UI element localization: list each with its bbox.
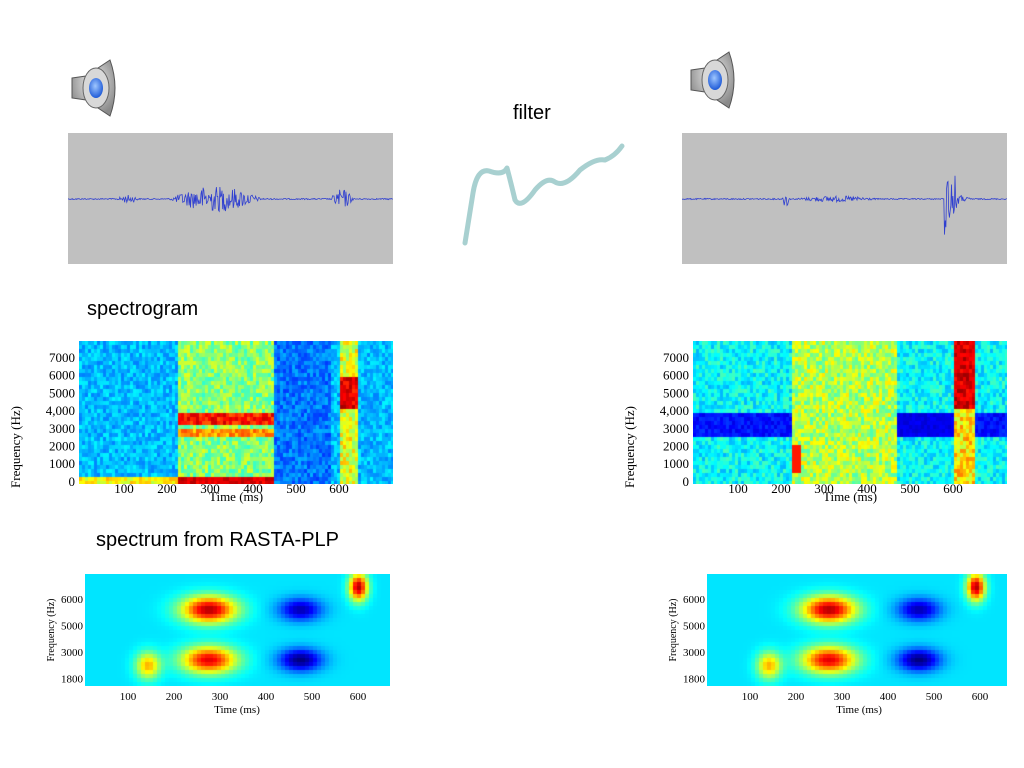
x-tick-label: 400 xyxy=(258,691,275,703)
y-tick-label: 6000 xyxy=(49,368,75,383)
rasta-spectrum-filtered: Frequency (Hz) 6000 5000 3000 1800 100 200 30… xyxy=(662,570,1022,720)
rasta-spectrum-original: Frequency (Hz) 6000 5000 3000 1800 100 200 30… xyxy=(40,570,400,720)
x-tick-label: 600 xyxy=(329,481,349,496)
y-tick-label: 2000 xyxy=(663,439,689,454)
x-tick-label: 100 xyxy=(114,481,134,496)
y-tick-label: 1800 xyxy=(683,674,706,686)
x-axis-label: Time (ms) xyxy=(214,704,260,716)
speaker-icon[interactable] xyxy=(683,50,739,112)
y-axis-label: Frequency (Hz) xyxy=(8,406,23,488)
x-tick-label: 300 xyxy=(834,691,851,703)
y-tick-label: 6000 xyxy=(683,594,706,606)
x-tick-label: 100 xyxy=(728,481,748,496)
y-tick-label: 0 xyxy=(683,474,690,489)
x-tick-label: 200 xyxy=(788,691,805,703)
x-tick-label: 200 xyxy=(771,481,791,496)
waveform-original xyxy=(68,133,393,264)
speaker-icon[interactable] xyxy=(66,58,122,120)
x-tick-label: 300 xyxy=(212,691,229,703)
y-tick-label: 7000 xyxy=(663,350,689,365)
x-axis-label: Time (ms) xyxy=(209,489,263,504)
x-tick-label: 100 xyxy=(120,691,137,703)
y-tick-label: 3000 xyxy=(663,421,689,436)
spectrogram-original: Frequency (Hz) 7000 6000 5000 4,000 3000 2000… xyxy=(0,335,400,505)
y-tick-label: 5000 xyxy=(49,385,75,400)
y-tick-label: 0 xyxy=(69,474,76,489)
x-tick-label: 400 xyxy=(243,481,263,496)
x-tick-label: 500 xyxy=(304,691,321,703)
x-tick-label: 600 xyxy=(350,691,367,703)
y-tick-label: 1000 xyxy=(49,456,75,471)
x-tick-label: 300 xyxy=(200,481,220,496)
y-tick-label: 6000 xyxy=(663,368,689,383)
y-tick-label: 1800 xyxy=(61,674,84,686)
spectrogram-filtered: Frequency (Hz) 7000 6000 5000 4,000 3000 2000… xyxy=(614,335,1014,505)
x-tick-label: 200 xyxy=(157,481,177,496)
spectrogram-label: spectrogram xyxy=(87,298,199,320)
y-tick-label: 3000 xyxy=(49,421,75,436)
y-tick-label: 1000 xyxy=(663,456,689,471)
rasta-label: spectrum from RASTA-PLP xyxy=(96,529,340,551)
waveform-filtered xyxy=(682,133,1007,264)
x-tick-label: 100 xyxy=(742,691,759,703)
y-tick-label: 3000 xyxy=(683,647,706,659)
x-tick-label: 200 xyxy=(166,691,183,703)
x-tick-label: 400 xyxy=(857,481,877,496)
y-axis-label: Frequency (Hz) xyxy=(46,598,57,661)
x-axis-label: Time (ms) xyxy=(823,489,877,504)
y-tick-label: 6000 xyxy=(61,594,84,606)
y-tick-label: 5000 xyxy=(61,621,84,633)
y-tick-label: 5000 xyxy=(663,385,689,400)
x-tick-label: 600 xyxy=(943,481,963,496)
y-tick-label: 5000 xyxy=(683,621,706,633)
x-tick-label: 400 xyxy=(880,691,897,703)
x-tick-label: 300 xyxy=(814,481,834,496)
x-tick-label: 500 xyxy=(926,691,943,703)
y-tick-label: 4,000 xyxy=(660,403,689,418)
filter-curve xyxy=(462,143,625,246)
y-axis-label: Frequency (Hz) xyxy=(668,598,679,661)
x-tick-label: 500 xyxy=(900,481,920,496)
y-tick-label: 4,000 xyxy=(46,403,75,418)
filter-label: filter xyxy=(513,102,551,124)
y-tick-label: 2000 xyxy=(49,439,75,454)
y-tick-label: 3000 xyxy=(61,647,84,659)
y-axis-label: Frequency (Hz) xyxy=(622,406,637,488)
x-tick-label: 500 xyxy=(286,481,306,496)
x-axis-label: Time (ms) xyxy=(836,704,882,716)
y-tick-label: 7000 xyxy=(49,350,75,365)
x-tick-label: 600 xyxy=(972,691,989,703)
